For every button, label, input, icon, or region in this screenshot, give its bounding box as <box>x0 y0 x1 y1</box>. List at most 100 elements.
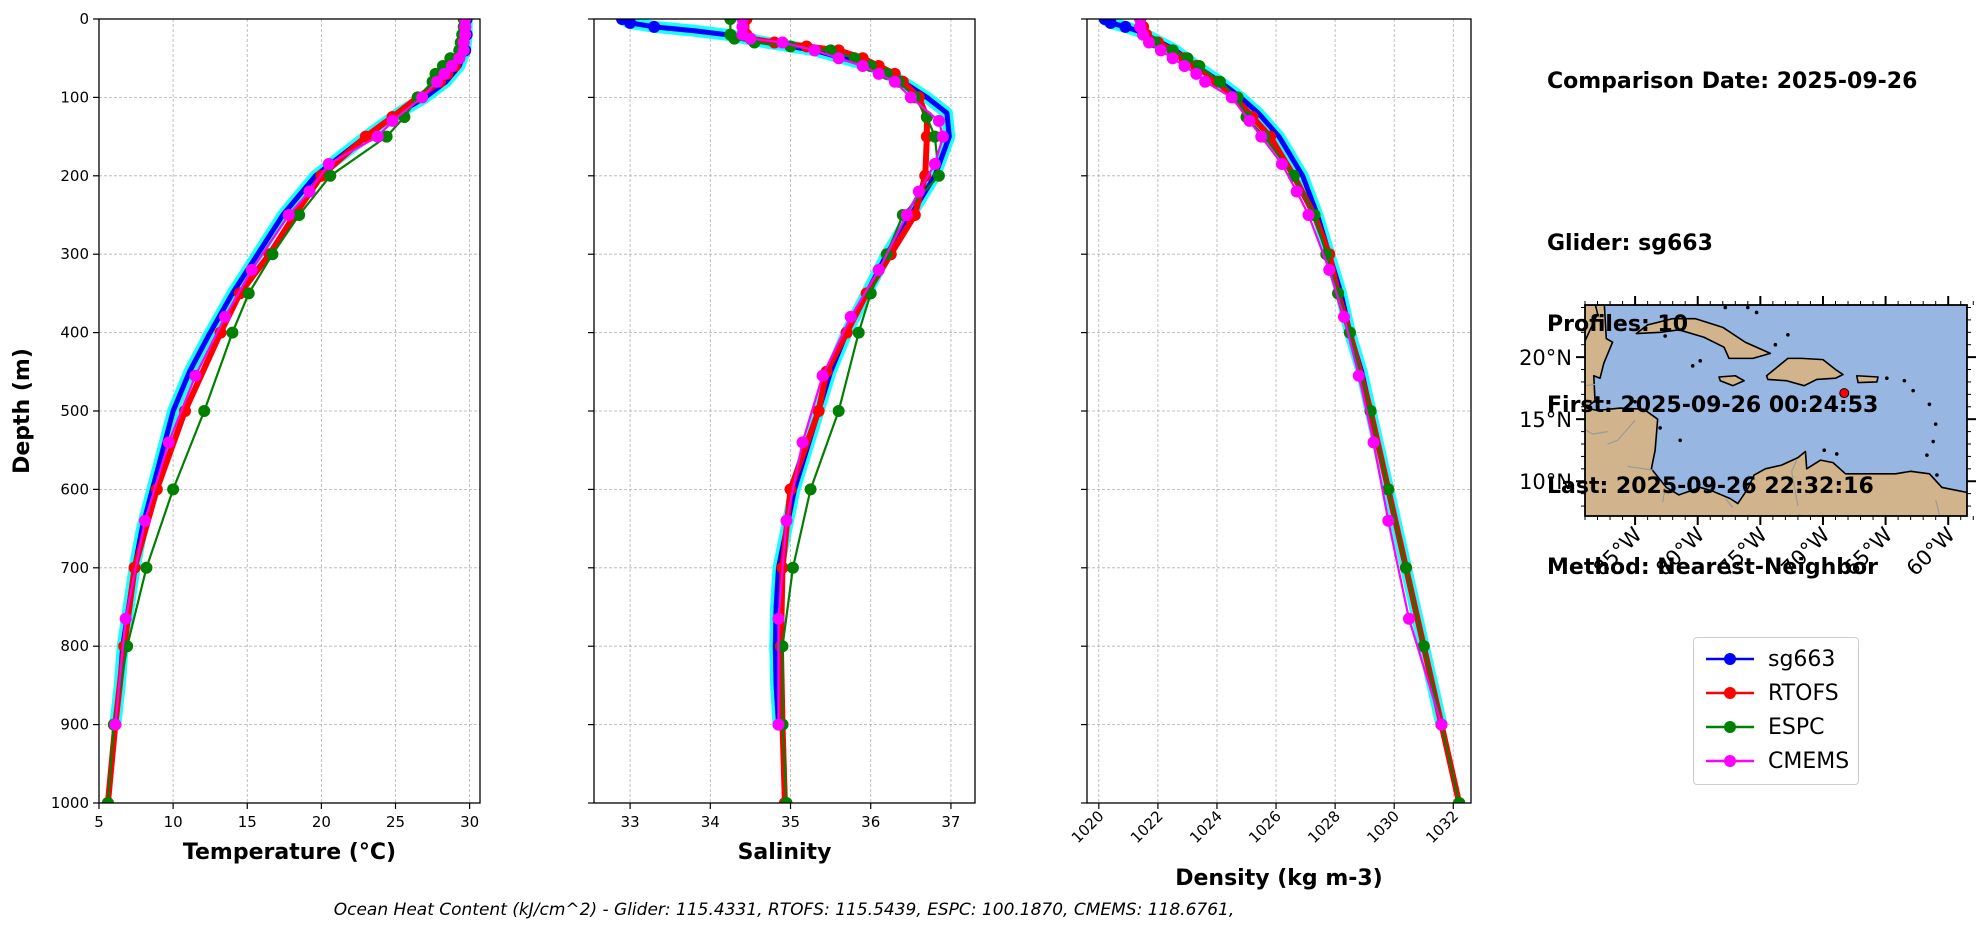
yucatan-edge-land <box>1585 305 1599 342</box>
series-espc-point <box>1400 561 1413 574</box>
series-cmems-point <box>138 514 151 527</box>
chart-panel-0: 0 100 200 300 400 500 600 700 800 900 1000 5 10 15 20 2… <box>10 10 481 865</box>
series-cmems-point <box>109 718 122 731</box>
series-cmems-point <box>1337 310 1350 323</box>
series-sg663-point <box>624 19 637 29</box>
series-sg663-spread <box>1098 19 1448 731</box>
small-island <box>1822 448 1827 453</box>
series-cmems-point <box>1143 36 1156 49</box>
series-cmems-point <box>431 75 444 88</box>
y-tick-label: 0 <box>79 10 89 28</box>
central-south-america-land <box>1585 305 1967 516</box>
series-espc-point <box>293 209 306 221</box>
series-cmems-point <box>872 67 885 80</box>
legend-label: sg663 <box>1768 646 1836 672</box>
series-cmems-point <box>453 52 466 65</box>
ocean-heat-content-footer: Ocean Heat Content (kJ/cm^2) - Glider: 1… <box>333 900 1235 920</box>
series-espc-point <box>848 52 861 65</box>
y-tick-label: 300 <box>60 245 89 263</box>
small-island <box>1931 439 1935 444</box>
series-espc-point <box>198 405 211 417</box>
info-line <box>1547 149 1917 176</box>
series-cmems-point <box>816 369 829 382</box>
series-sg663-point <box>1119 20 1132 33</box>
legend-label: CMEMS <box>1768 748 1850 774</box>
x-axis-label: Density (kg m-3) <box>1175 866 1383 891</box>
x-tick-label: 36 <box>861 813 880 831</box>
hispaniola-land <box>1765 357 1844 387</box>
small-island <box>1927 402 1932 407</box>
info-line: Method: Nearest-Neighbor <box>1547 555 1878 580</box>
jamaica-land <box>1718 374 1745 387</box>
series-cmems-point <box>888 75 901 88</box>
small-island <box>1834 452 1839 456</box>
x-axis-label: Temperature (°C) <box>183 840 396 865</box>
series-cmems-point <box>904 91 917 104</box>
series-espc-point <box>266 248 279 261</box>
y-tick-label: 500 <box>60 402 89 420</box>
series-rtofs-point <box>128 561 141 574</box>
series-espc-point <box>1213 75 1226 88</box>
comparison-info: Comparison Date: 2025-09-26 Glider: sg66… <box>1547 14 1917 608</box>
series-cmems-point <box>1352 369 1365 382</box>
legend-swatch-rtofs <box>1706 687 1754 699</box>
series-cmems-point <box>772 718 785 731</box>
series-rtofs-point <box>919 169 932 182</box>
x-tick-label: 30 <box>460 813 479 831</box>
y-tick-label: 600 <box>60 480 89 498</box>
x-tick-label: 1022 <box>1127 807 1167 847</box>
series-cmems-point <box>808 44 821 57</box>
series-espc-point <box>226 326 239 339</box>
x-tick-label: 1030 <box>1363 807 1403 847</box>
series-cmems-point <box>438 67 451 80</box>
y-tick-label: 900 <box>60 716 89 734</box>
series-cmems-point <box>445 60 458 73</box>
series-cmems-point <box>796 436 809 449</box>
series-cmems-point <box>386 114 399 127</box>
y-tick-label: 1000 <box>51 794 89 812</box>
series-cmems-point <box>900 209 913 221</box>
series-espc-point <box>786 561 799 574</box>
x-tick-label: 15 <box>238 813 257 831</box>
series-espc-point <box>804 483 817 496</box>
series-cmems-point <box>322 158 335 171</box>
small-island <box>1723 305 1728 310</box>
info-line: Profiles: 10 <box>1547 312 1689 337</box>
small-island <box>1902 378 1907 383</box>
x-tick-label: 1032 <box>1422 807 1462 847</box>
legend: sg663 RTOFS ESPC CMEMS <box>1693 637 1859 785</box>
legend-swatch-espc <box>1706 721 1754 733</box>
series-cmems-point <box>1323 263 1336 276</box>
series-cmems-point <box>119 612 132 625</box>
country-border <box>1662 487 1666 503</box>
series-cmems-point <box>1166 52 1179 65</box>
puerto-rico-land <box>1855 374 1879 384</box>
series-cmems-point <box>162 436 175 449</box>
small-island <box>1911 388 1915 393</box>
legend-item-rtofs: RTOFS <box>1704 678 1839 708</box>
small-island <box>1658 426 1662 430</box>
series-espc-point <box>920 111 933 123</box>
country-border <box>1585 383 1596 387</box>
series-cmems-line <box>1139 19 1443 725</box>
series-cmems-point <box>932 114 945 127</box>
plot-area <box>101 19 473 803</box>
x-tick-label: 1024 <box>1186 807 1226 847</box>
small-island <box>1933 422 1938 426</box>
series-cmems-point <box>744 32 757 45</box>
series-cmems-point <box>856 60 869 73</box>
plot-area <box>616 19 956 803</box>
series-cmems-point <box>780 514 793 527</box>
series-sg663-point <box>648 20 661 33</box>
x-tick-label: 5 <box>94 813 104 831</box>
legend-swatch-cmems <box>1706 755 1754 767</box>
series-rtofs-point <box>812 405 825 417</box>
series-espc-point <box>140 561 153 574</box>
series-espc-point <box>824 44 837 57</box>
series-espc-point <box>1417 640 1430 653</box>
series-cmems-point <box>245 263 258 276</box>
series-espc-point <box>101 797 114 803</box>
small-island <box>1690 364 1695 368</box>
x-axis-label: Salinity <box>738 840 832 865</box>
info-line: Glider: sg663 <box>1547 231 1713 256</box>
